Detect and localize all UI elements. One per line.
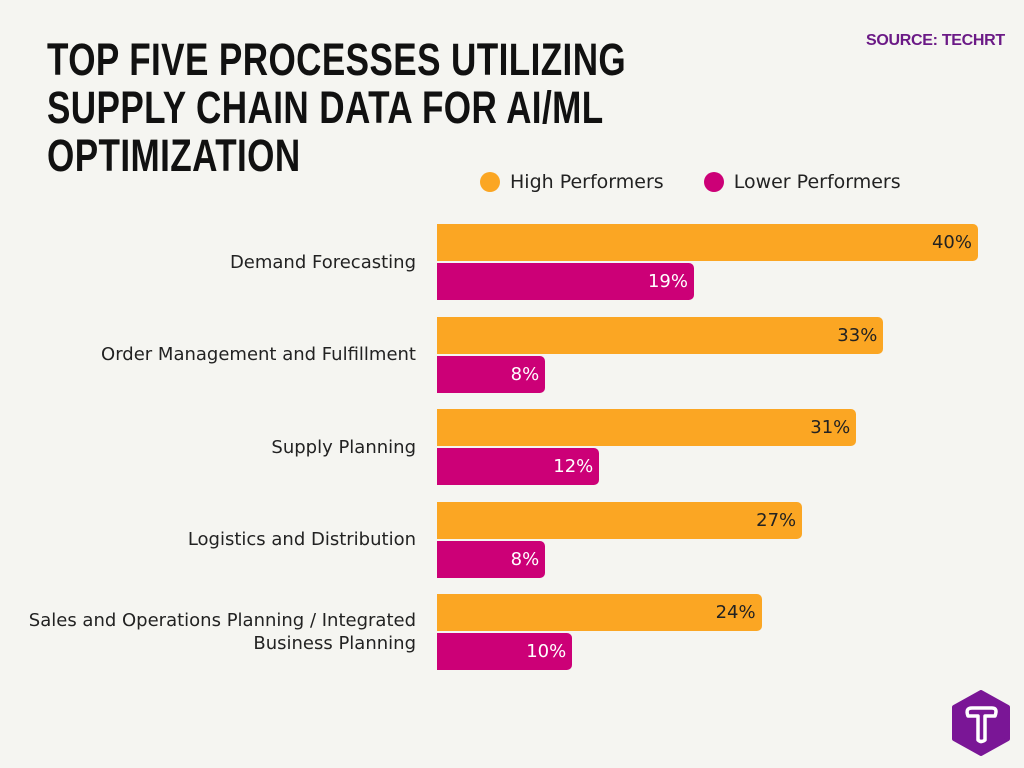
source-label: SOURCE: TECHRT [866, 32, 1005, 49]
data-label: 8% [510, 363, 540, 385]
techrt-logo-icon [952, 690, 1010, 756]
data-label: 19% [647, 271, 688, 292]
data-label: 40% [931, 232, 972, 253]
bar-high [437, 409, 857, 446]
bar-lower [437, 263, 694, 300]
data-label: 31% [810, 417, 851, 438]
bar-lower [437, 633, 573, 670]
data-label: 12% [553, 456, 594, 477]
data-label: 33% [837, 324, 878, 346]
legend-item-high: High Performers [480, 171, 664, 193]
bar-lower [437, 540, 546, 578]
bar-lower [437, 448, 600, 485]
legend-dot-lower [703, 172, 724, 192]
legend-label-high: High Performers [510, 171, 664, 193]
category-label: Demand Forecasting [229, 251, 416, 273]
category-label: Order Management and Fulfillment [101, 344, 416, 365]
legend: High Performers Lower Performers [480, 171, 941, 193]
data-label: 27% [756, 509, 797, 531]
bar-high [437, 316, 884, 354]
chart-title: TOP FIVE PROCESSES UTILIZING SUPPLY CHAI… [47, 34, 627, 181]
legend-item-lower: Lower Performers [703, 171, 901, 193]
category-label: Logistics and Distribution [187, 529, 416, 550]
legend-label-lower: Lower Performers [733, 171, 901, 193]
data-label: 10% [526, 641, 567, 662]
category-label: Supply Planning [271, 436, 416, 458]
bar-high [437, 224, 978, 261]
bar-high [437, 594, 762, 631]
bar-lower [437, 355, 546, 393]
data-label: 8% [510, 548, 540, 570]
bar-high [437, 501, 803, 539]
data-label: 24% [715, 602, 756, 623]
category-label: Sales and Operations Planning / Integrat… [28, 610, 416, 654]
legend-dot-high [480, 172, 500, 192]
